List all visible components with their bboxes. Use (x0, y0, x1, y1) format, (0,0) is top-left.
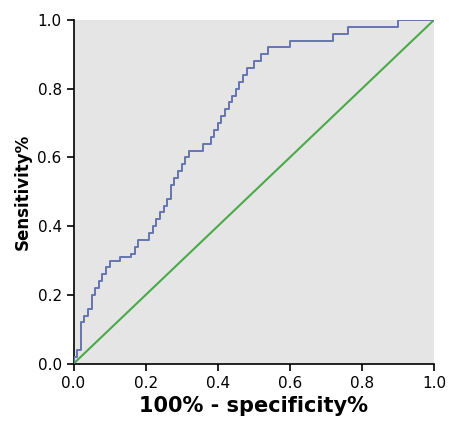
X-axis label: 100% - specificity%: 100% - specificity% (139, 396, 368, 416)
Y-axis label: Sensitivity%: Sensitivity% (14, 134, 32, 250)
